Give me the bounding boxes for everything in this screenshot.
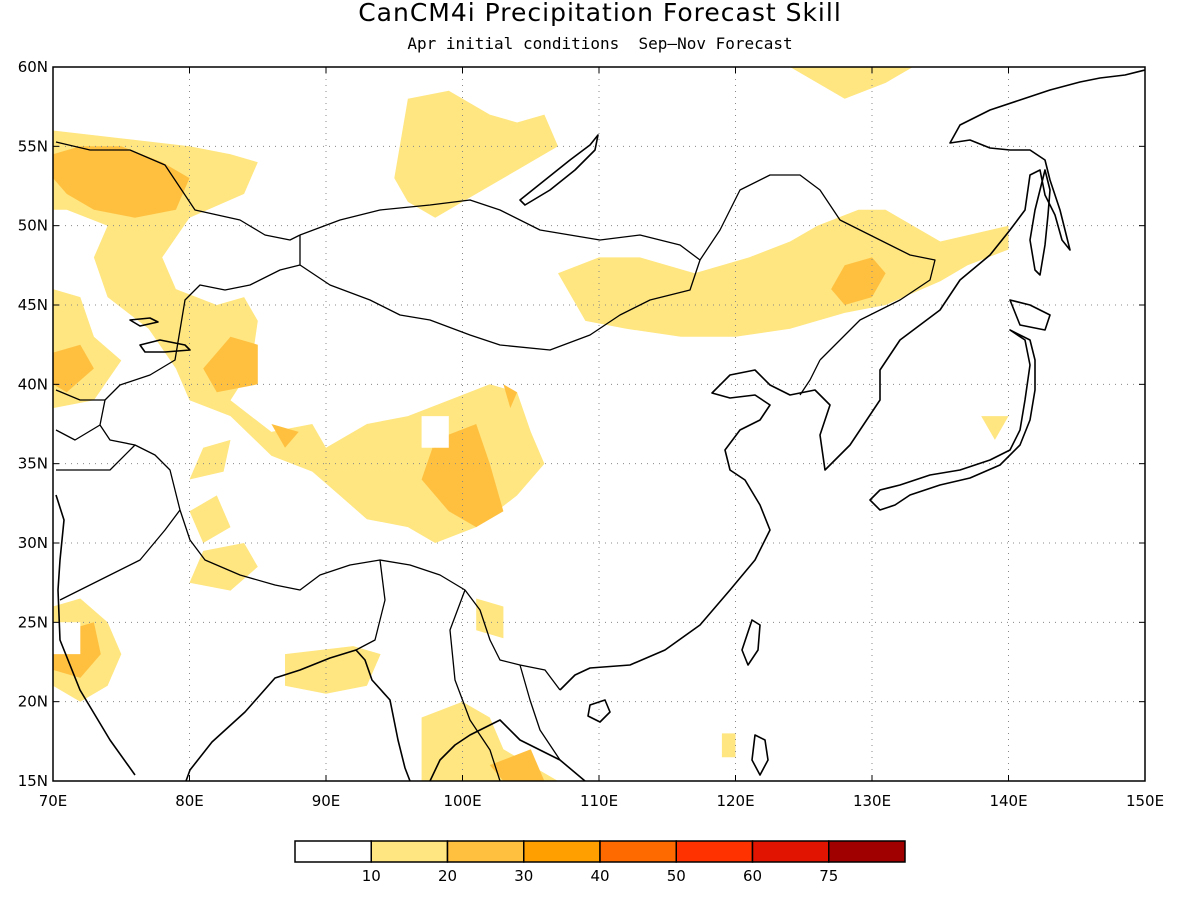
skill-region-level-2-15 bbox=[53, 146, 190, 218]
lat-tick-label: 40N bbox=[18, 375, 48, 393]
border-southeast-asia bbox=[355, 559, 561, 781]
border-mongolia bbox=[299, 199, 701, 351]
colorbar-swatch bbox=[828, 840, 906, 863]
lon-tick-label: 80E bbox=[175, 792, 204, 810]
lat-tick-label: 15N bbox=[18, 772, 48, 790]
skill-region-level-1-10 bbox=[394, 90, 558, 218]
lake-balkhash bbox=[139, 339, 191, 353]
lon-tick-label: 100E bbox=[443, 792, 481, 810]
border-russia-kazakhstan bbox=[55, 141, 301, 241]
coastline-luzon bbox=[751, 734, 769, 776]
map-subtitle: Apr initial conditions Sep—Nov Forecast bbox=[407, 34, 792, 53]
map-area bbox=[53, 67, 1145, 781]
lake-baikal bbox=[519, 134, 599, 206]
skill-shading-layer bbox=[53, 67, 1009, 781]
masked-cell-0 bbox=[53, 622, 81, 655]
masked-cell-1 bbox=[421, 416, 449, 448]
border-central-asia bbox=[55, 389, 136, 471]
latitude-axis: 15N 20N 25N 30N 35N 40N 45N 50N 55N 60N bbox=[18, 58, 1145, 790]
colorbar-swatch bbox=[446, 840, 525, 863]
lat-tick-label: 50N bbox=[18, 217, 48, 235]
skill-region-level-1-13 bbox=[981, 416, 1009, 440]
coastlines-layer bbox=[55, 69, 1145, 781]
lat-tick-label: 60N bbox=[18, 58, 48, 76]
skill-region-level-2-23 bbox=[489, 749, 545, 781]
lon-tick-label: 90E bbox=[312, 792, 341, 810]
lon-tick-label: 150E bbox=[1126, 792, 1164, 810]
lon-tick-label: 110E bbox=[580, 792, 618, 810]
lat-tick-label: 55N bbox=[18, 137, 48, 155]
border-korea bbox=[799, 359, 821, 396]
border-china-west bbox=[99, 264, 301, 511]
skill-region-level-2-16 bbox=[203, 336, 258, 393]
lake-issyk-kul bbox=[129, 317, 159, 327]
lat-tick-label: 30N bbox=[18, 534, 48, 552]
skill-region-level-1-4 bbox=[189, 543, 258, 591]
skill-region-level-1-14 bbox=[721, 733, 736, 758]
coastline-hainan bbox=[587, 699, 611, 723]
colorbar-label: 10 bbox=[362, 867, 381, 885]
country-borders-layer bbox=[55, 141, 936, 781]
colorbar-swatch bbox=[294, 840, 372, 863]
colorbar-label: 75 bbox=[819, 867, 838, 885]
skill-region-level-1-5 bbox=[285, 646, 381, 694]
skill-region-level-2-19 bbox=[53, 344, 94, 393]
coastline-sakhalin bbox=[1029, 169, 1051, 276]
coastline-mainland bbox=[55, 69, 1145, 781]
coastline-japan bbox=[869, 299, 1051, 511]
border-china-north bbox=[699, 174, 936, 361]
lat-tick-label: 25N bbox=[18, 613, 48, 631]
skill-region-level-2-21 bbox=[271, 424, 299, 448]
skill-region-level-2-18 bbox=[831, 257, 886, 305]
longitude-axis: 70E 80E 90E 100E 110E 120E 130E 140E 150E bbox=[39, 67, 1164, 810]
lon-tick-label: 140E bbox=[989, 792, 1027, 810]
skill-region-level-1-11 bbox=[558, 209, 1009, 337]
lat-tick-label: 20N bbox=[18, 693, 48, 711]
colorbar-label: 30 bbox=[514, 867, 533, 885]
colorbar-swatch bbox=[599, 840, 677, 863]
skill-region-level-1-12 bbox=[735, 67, 913, 99]
colorbar-label: 50 bbox=[667, 867, 686, 885]
colorbar-swatch bbox=[370, 840, 449, 863]
colorbar-label: 20 bbox=[438, 867, 457, 885]
colorbar-label: 40 bbox=[590, 867, 609, 885]
skill-region-level-1-3 bbox=[189, 495, 231, 543]
colorbar-label: 60 bbox=[743, 867, 762, 885]
map-title: CanCM4i Precipitation Forecast Skill bbox=[358, 0, 842, 27]
border-india-pakistan bbox=[59, 509, 181, 601]
colorbar-swatch bbox=[523, 840, 601, 863]
lon-tick-label: 130E bbox=[853, 792, 891, 810]
lat-tick-label: 45N bbox=[18, 296, 48, 314]
lon-tick-label: 70E bbox=[39, 792, 68, 810]
lat-tick-label: 35N bbox=[18, 455, 48, 473]
coastline-taiwan bbox=[741, 619, 761, 666]
lon-tick-label: 120E bbox=[716, 792, 754, 810]
colorbar-swatch bbox=[751, 840, 830, 863]
skill-region-level-1-0 bbox=[53, 130, 545, 543]
colorbar-legend: 10 20 30 40 50 60 75 bbox=[294, 840, 906, 885]
skill-region-level-2-22 bbox=[503, 384, 518, 409]
skill-region-level-1-8 bbox=[476, 598, 504, 639]
graticule bbox=[53, 67, 1145, 781]
skill-region-level-1-2 bbox=[189, 439, 231, 480]
border-himalaya bbox=[179, 509, 561, 691]
colorbar-swatch bbox=[675, 840, 754, 863]
